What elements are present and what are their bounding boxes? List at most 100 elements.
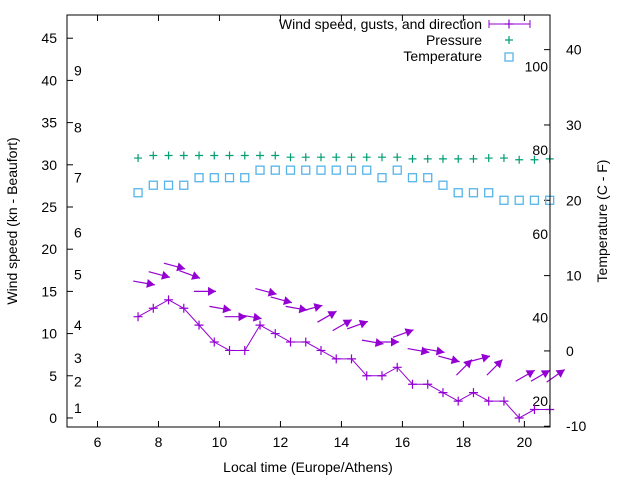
- plot-marks: 6 8 10 12 14 16 18 20051015202530354045-1001020…: [41, 15, 586, 450]
- y-tick-label: 0: [49, 410, 57, 426]
- gust-direction-arrow: [530, 369, 551, 382]
- temperature-point: [514, 195, 524, 205]
- beaufort-label: 4: [74, 317, 82, 333]
- pressure-point: [179, 151, 188, 160]
- y2-tick-label: 10: [566, 268, 582, 284]
- arrow-head: [146, 279, 155, 288]
- wind-speed-point: [529, 405, 539, 415]
- beaufort-label: 9: [74, 62, 82, 78]
- temperature-point: [194, 173, 204, 183]
- pressure-point: [210, 151, 219, 160]
- temperature-point: [438, 180, 448, 190]
- beaufort-label: 5: [74, 267, 82, 283]
- wind-speed-point: [346, 354, 356, 364]
- gust-direction-arrow: [486, 359, 503, 376]
- pressure-point: [469, 154, 478, 163]
- x-tick-label: 16: [395, 434, 411, 450]
- legend-sample-pressure: [505, 36, 513, 44]
- pressure-point: [499, 154, 508, 163]
- pressure-point: [393, 153, 402, 162]
- y-tick-label: 45: [41, 30, 57, 46]
- gust-direction-arrow: [300, 303, 323, 312]
- wind-speed-point: [164, 295, 174, 305]
- beaufort-label: 1: [74, 400, 82, 416]
- pressure-point: [195, 151, 204, 160]
- legend-sample-wind-caps: [488, 20, 531, 28]
- pressure-point: [286, 153, 295, 162]
- temperature-point: [224, 173, 235, 183]
- pressure-point: [240, 151, 249, 160]
- temperature-point: [468, 188, 479, 198]
- arrow-head: [267, 287, 277, 297]
- wind-speed-line: [137, 299, 550, 419]
- temperature-point: [255, 165, 265, 175]
- beaufort-label: 3: [74, 350, 82, 366]
- arrow-head: [450, 355, 460, 365]
- temperature-point: [316, 165, 326, 175]
- arrow-head: [358, 319, 368, 329]
- y2-tick-label: 40: [566, 42, 582, 58]
- gust-direction-arrow: [270, 296, 293, 305]
- fahrenheit-label: 80: [532, 142, 548, 158]
- temperature-point: [209, 173, 219, 183]
- arrow-head: [313, 303, 323, 312]
- gust-direction-arrow: [224, 312, 247, 322]
- wind-speed-point: [316, 345, 326, 355]
- wind-speed-point: [270, 329, 280, 339]
- wind-speed-point: [438, 388, 448, 398]
- temperature-point: [179, 180, 189, 190]
- wind-speed-point: [255, 320, 265, 330]
- gust-direction-arrow: [239, 312, 262, 322]
- gust-direction-arrow: [255, 287, 277, 297]
- x-tick-label: 14: [334, 434, 350, 450]
- pressure-point: [438, 154, 447, 163]
- gust-direction-arrow: [148, 270, 171, 280]
- wind-speed-point: [499, 396, 509, 406]
- gust-direction-arrow: [317, 310, 337, 323]
- temperature-point: [499, 195, 509, 205]
- temperature-point: [133, 188, 143, 198]
- beaufort-label: 6: [74, 224, 82, 240]
- legend-sample-wind-point: [504, 19, 514, 29]
- wind-speed-point: [514, 413, 524, 423]
- y-tick-label: 5: [49, 368, 57, 384]
- arrow-head: [342, 319, 352, 328]
- pressure-point: [149, 151, 158, 160]
- gust-direction-arrow: [407, 346, 430, 356]
- fahrenheit-label: 100: [525, 58, 549, 74]
- temperature-point: [362, 165, 372, 175]
- pressure-point: [377, 153, 386, 162]
- gust-direction-arrow: [346, 319, 369, 330]
- pressure-point: [332, 153, 341, 162]
- wind-speed-point: [194, 320, 204, 330]
- pressure-point: [423, 154, 432, 163]
- gust-direction-arrow: [546, 368, 566, 383]
- gust-direction-arrow: [194, 286, 217, 296]
- wind-speed-point: [225, 345, 235, 355]
- arrow-head: [481, 353, 491, 363]
- y-tick-label: 15: [41, 283, 57, 299]
- gust-direction-arrow: [422, 346, 445, 356]
- temperature-point: [453, 188, 463, 198]
- temperature-point: [148, 180, 158, 190]
- legend-sample-temperature: [504, 52, 514, 62]
- wind-speed-point: [331, 354, 341, 364]
- fahrenheit-label: 40: [532, 309, 548, 325]
- arrow-head: [327, 311, 337, 320]
- arrow-head: [222, 304, 232, 314]
- temperature-point: [301, 165, 311, 175]
- pressure-point: [225, 151, 234, 160]
- arrow-head: [435, 346, 445, 356]
- wind-speed-point: [209, 337, 219, 347]
- arrow-head: [420, 346, 430, 356]
- y-tick-label: 10: [41, 326, 57, 342]
- y-tick-label: 40: [41, 72, 57, 88]
- x-tick-label: 6: [94, 434, 102, 450]
- pressure-point: [134, 154, 143, 163]
- y-tick-label: 35: [41, 115, 57, 131]
- wind-speed-point: [468, 388, 478, 398]
- y2-axis-label: Temperature (C - F): [594, 160, 610, 283]
- beaufort-label: 2: [74, 374, 82, 390]
- legend: Wind speed, gusts, and direction Pressur…: [279, 16, 531, 64]
- gust-direction-arrow: [515, 369, 536, 382]
